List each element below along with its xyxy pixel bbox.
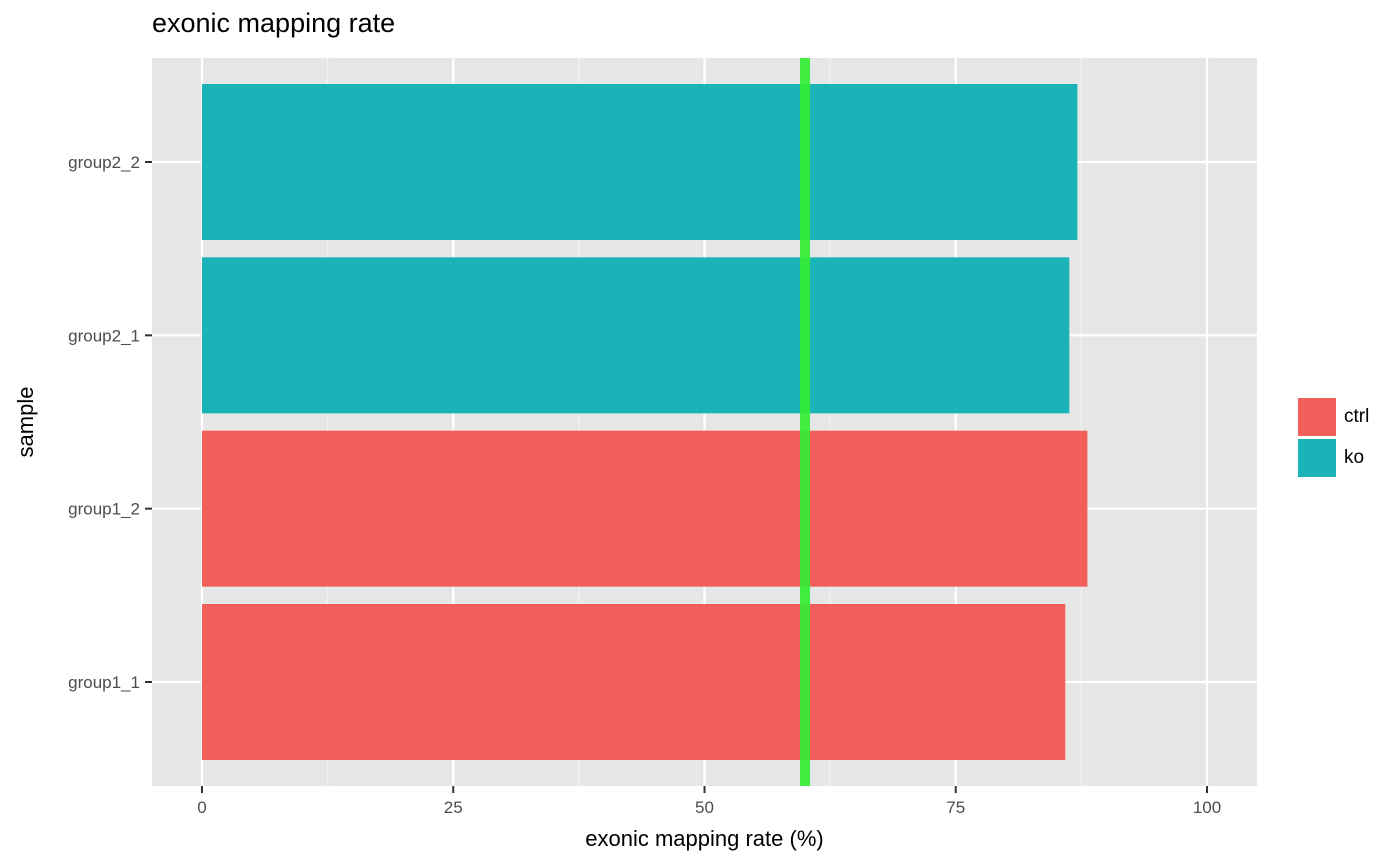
y-tick-label-group1_1: group1_1 bbox=[68, 673, 140, 692]
legend-item-ko: ko bbox=[1298, 437, 1369, 478]
legend-label-ctrl: ctrl bbox=[1344, 405, 1370, 427]
y-tick-label-group1_2: group1_2 bbox=[68, 500, 140, 519]
chart-title: exonic mapping rate bbox=[152, 8, 396, 38]
legend-label-ko: ko bbox=[1344, 446, 1365, 468]
x-tick-label-0: 0 bbox=[197, 798, 206, 817]
legend-key-ctrl bbox=[1298, 397, 1336, 436]
x-axis-label: exonic mapping rate (%) bbox=[585, 826, 823, 851]
legend-key-ko bbox=[1298, 438, 1336, 477]
x-tick-label-25: 25 bbox=[444, 798, 463, 817]
bar-group2_1 bbox=[202, 257, 1070, 414]
y-axis-label: sample bbox=[13, 387, 38, 458]
y-tick-label-group2_2: group2_2 bbox=[68, 153, 140, 172]
bar-group1_1 bbox=[202, 604, 1066, 760]
bar-group1_2 bbox=[202, 430, 1088, 587]
x-tick-label-100: 100 bbox=[1193, 798, 1221, 817]
x-tick-label-50: 50 bbox=[695, 798, 714, 817]
x-tick-label-75: 75 bbox=[946, 798, 965, 817]
legend-item-ctrl: ctrl bbox=[1298, 396, 1369, 437]
bar-group2_2 bbox=[202, 84, 1078, 240]
legend: ctrl ko bbox=[1298, 396, 1369, 478]
y-tick-label-group2_1: group2_1 bbox=[68, 326, 140, 345]
